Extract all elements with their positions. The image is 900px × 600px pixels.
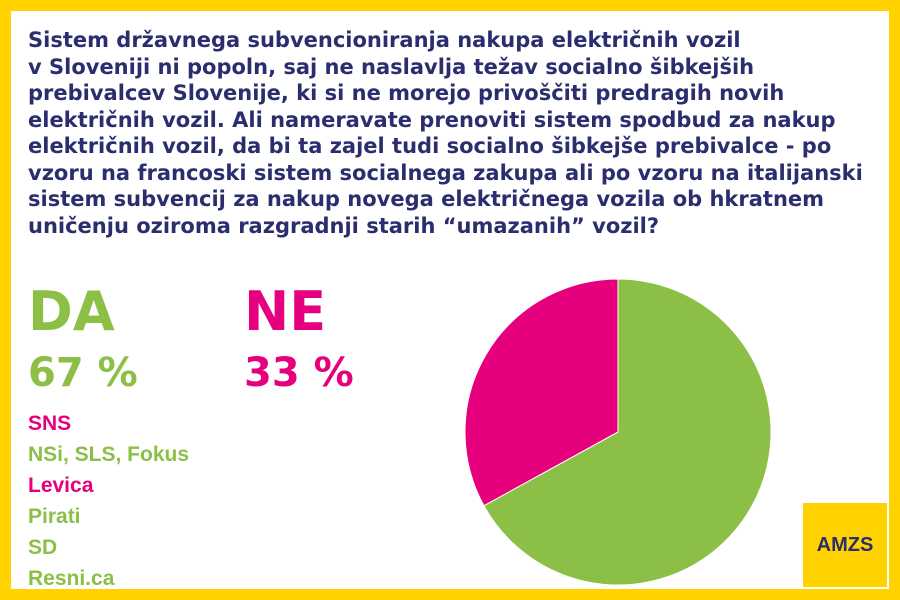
no-label: NE [244, 280, 327, 343]
pie-chart [464, 278, 772, 586]
yes-percentage: 67 % [28, 350, 138, 396]
party-list: SNS NSi, SLS, Fokus Levica Pirati SD Res… [28, 408, 189, 594]
party-item: Levica [28, 474, 94, 497]
yes-label: DA [28, 280, 115, 343]
survey-question: Sistem državnega subvencioniranja nakupa… [28, 28, 863, 238]
party-item: Pirati [28, 505, 81, 528]
pie-slice-ne [464, 278, 619, 507]
amzs-logo: AMZS [803, 503, 887, 587]
logo-text: AMZS [816, 533, 874, 556]
party-item: Resni.ca [28, 567, 115, 590]
party-item: SNS [28, 412, 72, 435]
party-item: SD [28, 536, 58, 559]
party-item: NSi, SLS, Fokus [28, 443, 190, 466]
no-percentage: 33 % [244, 350, 354, 396]
pie-slice-da [483, 278, 772, 586]
